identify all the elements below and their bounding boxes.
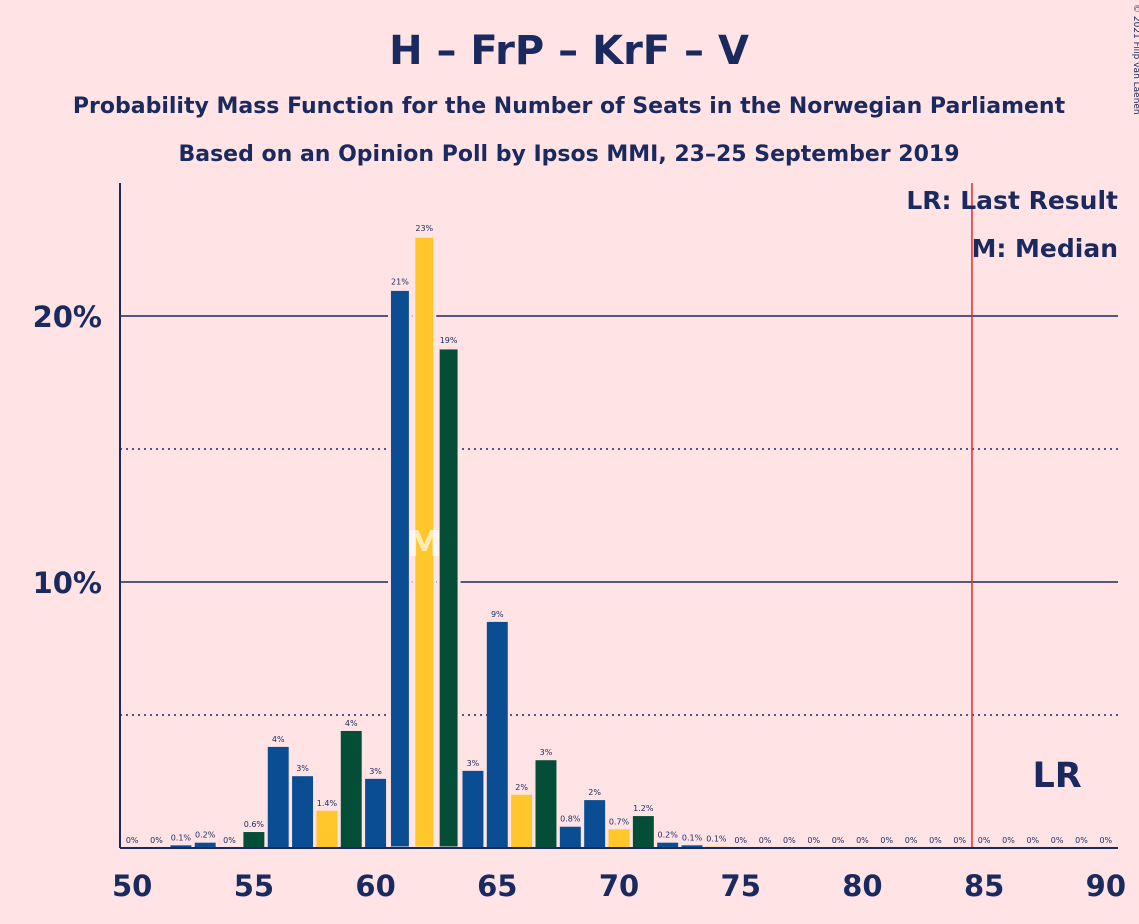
bar-label-69: 2%: [588, 788, 601, 797]
x-tick-label-60: 60: [355, 869, 395, 903]
bar-63: [436, 346, 461, 850]
bar-label-77: 0%: [783, 836, 796, 845]
bar-52: [170, 845, 192, 848]
bar-61: [387, 287, 412, 850]
x-tick-label-65: 65: [477, 869, 517, 903]
bar-label-80: 0%: [856, 836, 869, 845]
bar-label-52: 0.1%: [171, 833, 192, 842]
bar-label-57: 3%: [296, 764, 309, 773]
bar-label-71: 1.2%: [633, 804, 654, 813]
bar-label-83: 0%: [929, 836, 942, 845]
bar-label-59: 4%: [345, 719, 358, 728]
bar-label-89: 0%: [1075, 836, 1088, 845]
bar-label-90: 0%: [1099, 836, 1112, 845]
chart-subtitle: Probability Mass Function for the Number…: [73, 94, 1066, 119]
bar-label-87: 0%: [1026, 836, 1039, 845]
bar-64: [462, 770, 484, 848]
x-tick-label-50: 50: [112, 869, 152, 903]
bar-label-51: 0%: [150, 836, 163, 845]
bar-label-72: 0.2%: [658, 831, 679, 840]
bar-56: [267, 746, 289, 848]
bar-label-86: 0%: [1002, 836, 1015, 845]
bar-label-67: 3%: [540, 748, 553, 757]
bar-label-53: 0.2%: [195, 831, 216, 840]
bar-label-73: 0.1%: [682, 833, 703, 842]
last-result-marker: LR: [1033, 756, 1082, 796]
chart-title: H – FrP – KrF – V: [389, 28, 749, 74]
bar-label-78: 0%: [807, 836, 820, 845]
bar-label-88: 0%: [1051, 836, 1064, 845]
bar-71: [632, 816, 654, 848]
median-marker: M: [406, 524, 442, 565]
bar-label-62: 23%: [415, 224, 433, 233]
bar-label-76: 0%: [759, 836, 772, 845]
bar-57: [292, 776, 314, 848]
bar-label-70: 0.7%: [609, 817, 630, 826]
bar-label-54: 0%: [223, 836, 236, 845]
chart-subtitle-poll: Based on an Opinion Poll by Ipsos MMI, 2…: [178, 142, 959, 167]
bar-68: [559, 826, 581, 848]
bar-72: [657, 842, 679, 848]
bar-label-66: 2%: [515, 783, 528, 792]
bar-label-64: 3%: [467, 759, 480, 768]
bar-53: [194, 842, 216, 848]
bar-label-58: 1.4%: [317, 799, 338, 808]
bar-label-68: 0.8%: [560, 815, 581, 824]
bar-label-55: 0.6%: [244, 820, 265, 829]
bar-label-65: 9%: [491, 610, 504, 619]
copyright-note: © 2021 Filip van Laenen: [1131, 4, 1139, 115]
bar-label-63: 19%: [440, 336, 458, 345]
bar-labels-group: 0% 0% 0.1% 0.2%0%0.6%4%3%1.4%4%3%21%23%19%3…: [126, 183, 1113, 848]
x-tick-label-85: 85: [964, 869, 1004, 903]
bars-group: [170, 234, 727, 850]
legend-last-result: LR: Last Result: [906, 186, 1118, 215]
x-tick-label-75: 75: [721, 869, 761, 903]
bar-label-75: 0%: [734, 836, 747, 845]
bar-65: [486, 621, 508, 848]
bar-59: [340, 730, 362, 848]
bar-label-60: 3%: [369, 767, 382, 776]
bar-69: [584, 800, 606, 848]
bar-58: [316, 810, 338, 848]
bar-label-61: 21%: [391, 277, 409, 286]
bar-67: [535, 760, 557, 848]
bar-70: [608, 829, 630, 848]
gridlines: [120, 315, 1118, 716]
x-tick-label-90: 90: [1086, 869, 1126, 903]
bar-66: [511, 794, 533, 848]
bar-label-56: 4%: [272, 735, 285, 744]
bar-label-82: 0%: [905, 836, 918, 845]
x-tick-label-70: 70: [599, 869, 639, 903]
bar-label-50: 0%: [126, 836, 139, 845]
bar-label-74: 0.1%: [706, 835, 727, 844]
y-tick-label-10: 10%: [33, 566, 102, 600]
bar-label-84: 0%: [953, 836, 966, 845]
legend-median: M: Median: [971, 234, 1118, 263]
bar-55: [243, 832, 265, 848]
bar-60: [365, 778, 387, 848]
x-tick-label-55: 55: [234, 869, 274, 903]
y-tick-label-20: 20%: [33, 300, 102, 334]
bar-label-85: 0%: [978, 836, 991, 845]
bar-73: [681, 845, 703, 848]
x-tick-label-80: 80: [842, 869, 882, 903]
axes-group: 10% 20% 50 55 60 65 70 75 80 85 90: [33, 183, 1126, 903]
bar-label-79: 0%: [832, 836, 845, 845]
bar-label-81: 0%: [880, 836, 893, 845]
